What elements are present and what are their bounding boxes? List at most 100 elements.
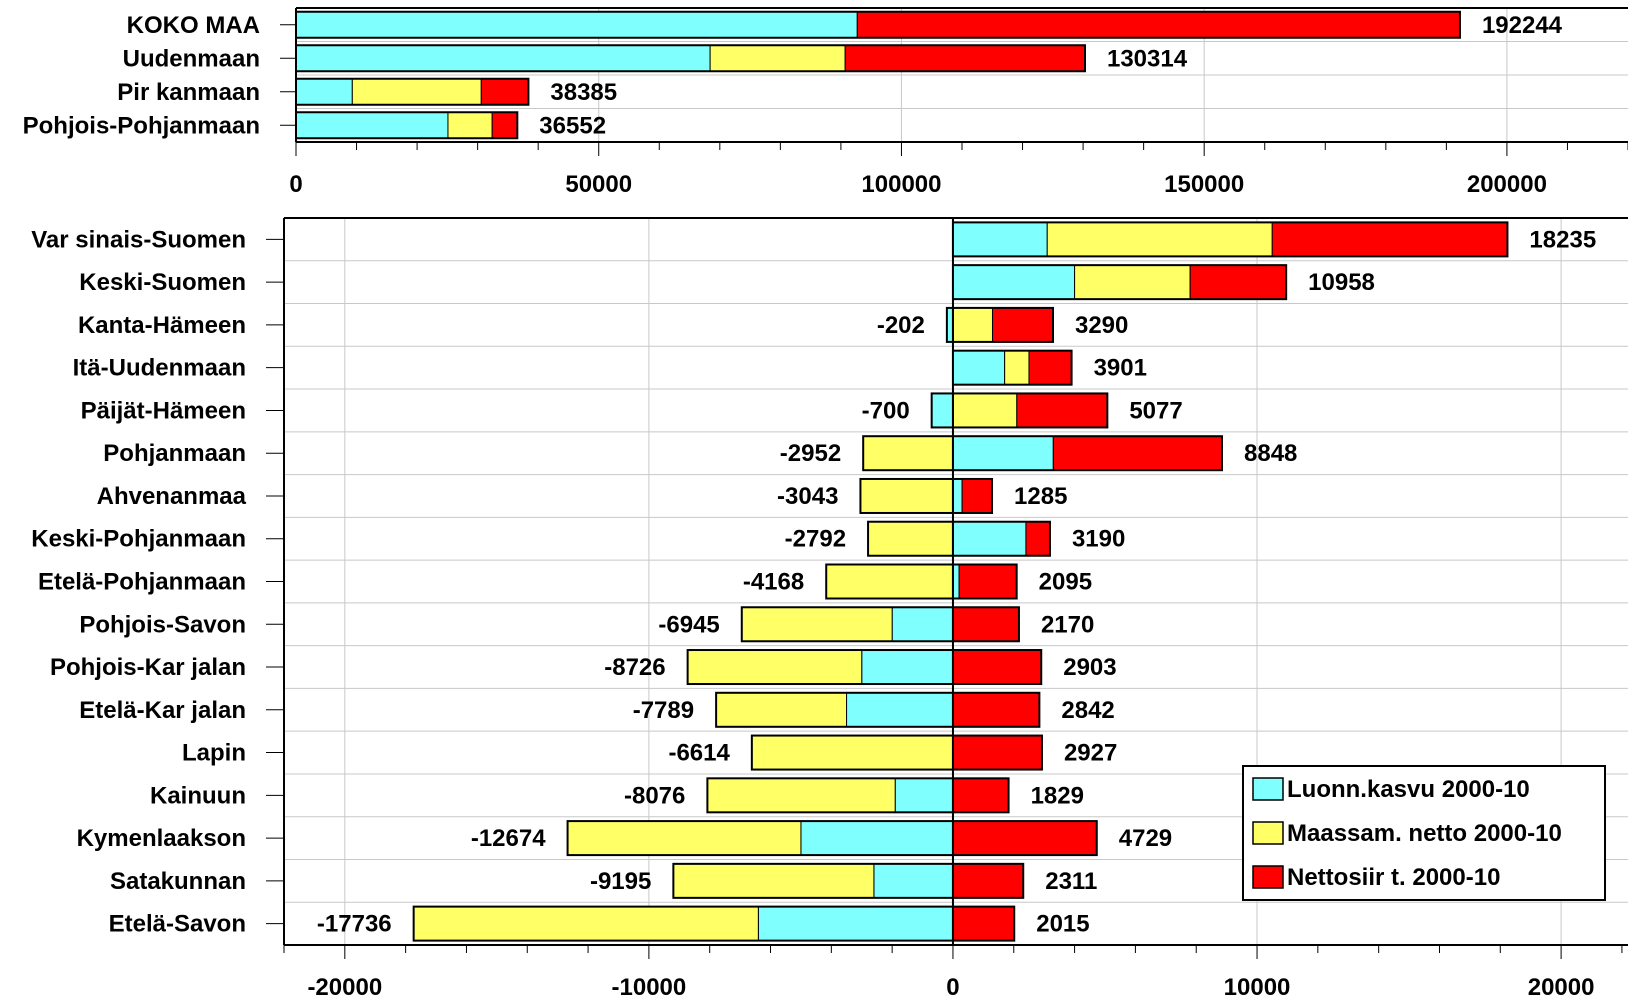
bar-segment-luonn-kasvu-2000-10 (952, 478, 963, 514)
positive-total-label: 5077 (1129, 397, 1182, 424)
bar-segment-nettosiir-t-2000-10 (480, 78, 529, 106)
bar-segment-luonn-kasvu-2000-10 (295, 44, 711, 72)
category-label-pohjois-kar-jalan: Pohjois-Kar jalan (50, 654, 246, 681)
legend-swatch-nettosiir-t-2000-10 (1252, 865, 1284, 889)
category-label-keski-suomen: Keski-Suomen (79, 269, 246, 296)
bar-segment-nettosiir-t-2000-10 (952, 863, 1024, 899)
bar-segment-luonn-kasvu-2000-10 (891, 606, 954, 642)
legend: Luonn.kasvu 2000-10 Maassam. netto 2000-1… (1242, 765, 1606, 901)
bar-segment-nettosiir-t-2000-10 (1028, 350, 1073, 386)
bar-segment-nettosiir-t-2000-10 (958, 564, 1018, 599)
negative-total-label: -4168 (743, 569, 804, 596)
bar-segment-luonn-kasvu-2000-10 (846, 692, 954, 728)
bar-segment-nettosiir-t-2000-10 (1271, 221, 1508, 257)
category-label-etelä-savon: Etelä-Savon (109, 911, 246, 938)
negative-bar-outline (862, 435, 954, 472)
positive-total-label: 3901 (1094, 355, 1147, 382)
bar-segment-maassam-netto-2000-10 (687, 649, 863, 685)
positive-total-label: 2170 (1041, 611, 1094, 638)
bar-segment-luonn-kasvu-2000-10 (952, 521, 1027, 557)
bar-segment-maassam-netto-2000-10 (741, 606, 893, 642)
negative-bar-outline (740, 606, 954, 643)
bar-segment-maassam-netto-2000-10 (715, 692, 848, 728)
bar-segment-nettosiir-t-2000-10 (991, 307, 1054, 343)
negative-total-label: -202 (877, 312, 925, 339)
negative-total-label: -2952 (780, 440, 841, 467)
bar-segment-luonn-kasvu-2000-10 (952, 264, 1076, 300)
negative-total-label: -7789 (633, 697, 694, 724)
negative-total-label: -12674 (471, 825, 546, 852)
bar-segment-maassam-netto-2000-10 (672, 863, 875, 899)
bar-segment-maassam-netto-2000-10 (859, 478, 954, 514)
category-label-var-sinais-suomen: Var sinais-Suomen (31, 226, 246, 253)
bar-segment-maassam-netto-2000-10 (751, 735, 954, 771)
bar-segment-maassam-netto-2000-10 (1074, 264, 1191, 300)
category-label-ahvenanmaa: Ahvenanmaa (97, 483, 247, 510)
bottom-chart: -20000 -10000 0 10000 20000 Var sinais-Suomen… (31, 217, 1628, 1001)
negative-bar-outline (930, 392, 954, 429)
negative-bar-outline (750, 734, 954, 771)
category-label-lapin: Lapin (182, 740, 246, 767)
bottom-tick-label: 10000 (1224, 974, 1291, 1001)
bar-segment-maassam-netto-2000-10 (413, 906, 759, 942)
legend-swatch-luonn-kasvu-2000-10 (1252, 777, 1284, 801)
bar-outline (295, 44, 1086, 73)
bar-segment-maassam-netto-2000-10 (709, 44, 846, 72)
bar-segment-nettosiir-t-2000-10 (952, 606, 1020, 642)
bar-segment-maassam-netto-2000-10 (867, 521, 954, 557)
negative-total-label: -8726 (604, 654, 665, 681)
category-label-etelä-pohjanmaan: Etelä-Pohjanmaan (38, 569, 246, 596)
bottom-tick-label: 0 (946, 974, 959, 1001)
bar-segment-luonn-kasvu-2000-10 (894, 777, 954, 813)
bar-segment-luonn-kasvu-2000-10 (800, 820, 954, 856)
positive-total-label: 10958 (1308, 269, 1375, 296)
bar-segment-nettosiir-t-2000-10 (952, 692, 1040, 728)
bar-segment-luonn-kasvu-2000-10 (757, 906, 954, 942)
positive-total-label: 4729 (1119, 825, 1172, 852)
positive-total-label: 1829 (1031, 782, 1084, 809)
positive-total-label: 2095 (1039, 569, 1092, 596)
negative-total-label: -3043 (777, 483, 838, 510)
category-label-itä-uudenmaan: Itä-Uudenmaan (73, 355, 246, 382)
positive-total-label: 8848 (1244, 440, 1297, 467)
legend-label-luonn-kasvu-2000-10: Luonn.kasvu 2000-10 (1287, 776, 1530, 803)
bar-segment-nettosiir-t-2000-10 (1189, 264, 1287, 300)
bar-segment-luonn-kasvu-2000-10 (295, 78, 353, 106)
category-label-pir-kanmaan: Pir kanmaan (117, 79, 260, 106)
bar-segment-maassam-netto-2000-10 (825, 564, 954, 599)
negative-total-label: -17736 (317, 911, 392, 938)
positive-total-label: 18235 (1529, 226, 1596, 253)
bar-segment-nettosiir-t-2000-10 (952, 777, 1010, 813)
category-label-kymenlaakson: Kymenlaakson (77, 825, 246, 852)
bar-segment-nettosiir-t-2000-10 (952, 906, 1015, 942)
top-tick-label: 200000 (1467, 171, 1547, 198)
legend-label-nettosiir-t-2000-10: Nettosiir t. 2000-10 (1287, 864, 1500, 891)
category-label-koko-maa: KOKO MAA (127, 12, 260, 39)
bar-segment-luonn-kasvu-2000-10 (952, 435, 1054, 471)
category-label-kanta-hämeen: Kanta-Hämeen (78, 312, 246, 339)
negative-bar-outline (566, 820, 954, 857)
negative-bar-outline (867, 520, 954, 557)
bar-segment-luonn-kasvu-2000-10 (861, 649, 954, 685)
top-tick-label: 100000 (861, 171, 941, 198)
positive-total-label: 2903 (1063, 654, 1116, 681)
category-label-uudenmaan: Uudenmaan (123, 45, 260, 72)
negative-bar-outline (706, 777, 954, 814)
negative-bar-outline (859, 477, 954, 514)
negative-total-label: -2792 (785, 526, 846, 553)
negative-bar-outline (825, 563, 954, 600)
category-label-päijät-hämeen: Päijät-Hämeen (81, 397, 246, 424)
top-tick-label: 150000 (1164, 171, 1244, 198)
negative-bar-outline (945, 306, 954, 343)
bar-segment-nettosiir-t-2000-10 (952, 820, 1098, 856)
negative-bar-outline (672, 862, 954, 899)
bar-segment-maassam-netto-2000-10 (567, 820, 802, 856)
positive-total-label: 2015 (1036, 911, 1089, 938)
bar-segment-maassam-netto-2000-10 (952, 392, 1018, 428)
bar-outline (295, 10, 1461, 39)
top-tick-label: 50000 (565, 171, 632, 198)
category-label-pohjois-savon: Pohjois-Savon (79, 611, 246, 638)
bar-segment-nettosiir-t-2000-10 (844, 44, 1086, 72)
bottom-tick-label: -20000 (307, 974, 382, 1001)
